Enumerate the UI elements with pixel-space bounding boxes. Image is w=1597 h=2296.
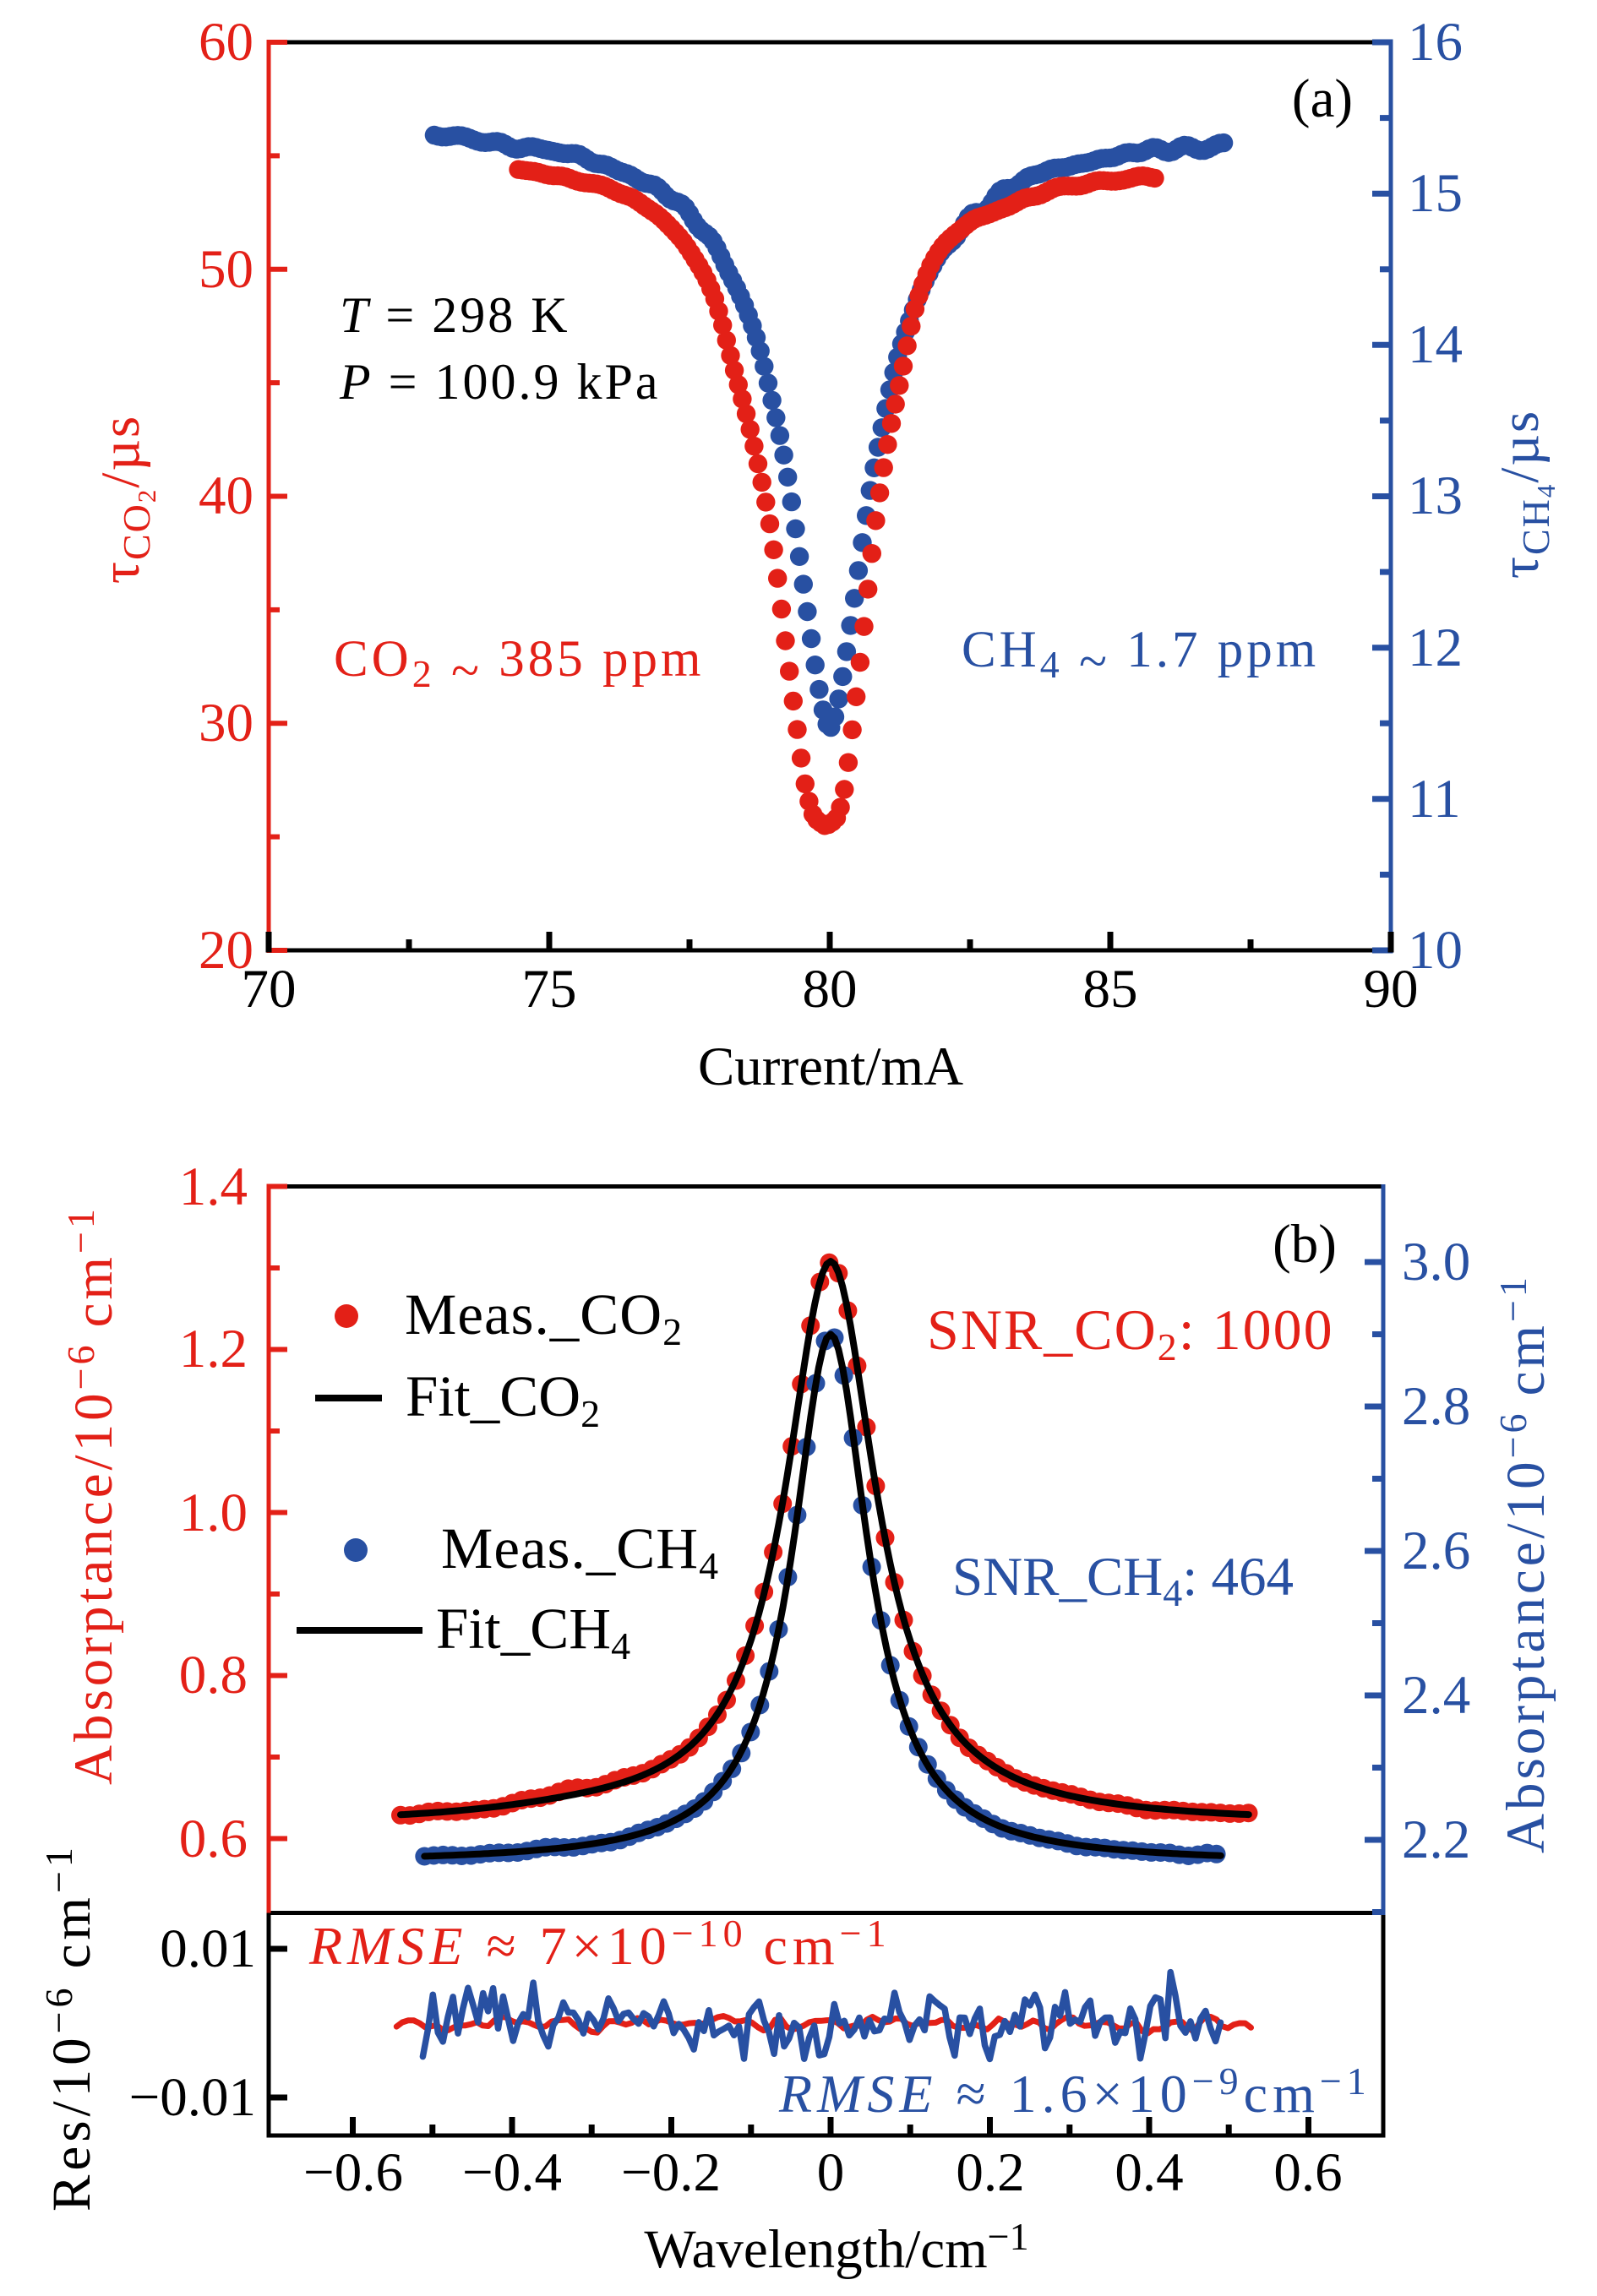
svg-text:3.0: 3.0 xyxy=(1402,1232,1470,1292)
svg-text:2.8: 2.8 xyxy=(1402,1376,1470,1437)
svg-text:2.2: 2.2 xyxy=(1402,1809,1470,1870)
svg-text:2.6: 2.6 xyxy=(1402,1521,1470,1581)
svg-text:Meas._CH4​: Meas._CH4​ xyxy=(441,1516,719,1587)
svg-text:Current/mA: Current/mA xyxy=(698,1036,963,1097)
svg-text:50: 50 xyxy=(199,239,253,300)
svg-text:−0.01: −0.01 xyxy=(129,2067,256,2128)
svg-text:0.2: 0.2 xyxy=(956,2142,1024,2203)
svg-text:70: 70 xyxy=(242,959,297,1020)
svg-text:1.4: 1.4 xyxy=(179,1156,248,1217)
svg-text:16: 16 xyxy=(1408,12,1463,73)
svg-text:0.6: 0.6 xyxy=(179,1809,248,1869)
svg-text:RMSE ≈ 1.6×10−9​cm−1​: RMSE ≈ 1.6×10−9​cm−1​ xyxy=(778,2059,1371,2124)
svg-text:90: 90 xyxy=(1364,959,1419,1020)
svg-text:10: 10 xyxy=(1408,920,1463,981)
svg-text:(a): (a) xyxy=(1292,68,1353,129)
svg-text:SNR_CH4​: 464: SNR_CH4​: 464 xyxy=(952,1547,1294,1614)
svg-text:11: 11 xyxy=(1408,769,1461,830)
svg-text:−0.6: −0.6 xyxy=(303,2142,403,2203)
svg-text:0.01: 0.01 xyxy=(160,1918,256,1979)
svg-text:15: 15 xyxy=(1408,163,1463,224)
svg-text:RMSE ≈ 7×10−10​ cm−1​: RMSE ≈ 7×10−10​ cm−1​ xyxy=(308,1912,891,1976)
svg-text:85: 85 xyxy=(1083,959,1138,1020)
svg-text:75: 75 xyxy=(522,959,577,1020)
svg-text:Fit_CO2​: Fit_CO2​ xyxy=(406,1364,600,1435)
svg-text:Wavelength/cm−1​: Wavelength/cm−1​ xyxy=(644,2215,1028,2280)
svg-text:60: 60 xyxy=(199,12,253,73)
svg-text:Meas._CO2​: Meas._CO2​ xyxy=(405,1282,683,1353)
svg-text:2.4: 2.4 xyxy=(1402,1665,1470,1726)
svg-text:20: 20 xyxy=(199,920,253,981)
svg-text:14: 14 xyxy=(1408,314,1463,375)
svg-text:1.2: 1.2 xyxy=(179,1319,248,1379)
svg-text:1.0: 1.0 xyxy=(179,1483,248,1543)
svg-text:T = 298 K: T = 298 K xyxy=(340,287,570,343)
svg-text:Absorptance/10−6​ cm−1​: Absorptance/10−6​ cm−1​ xyxy=(59,1205,124,1785)
svg-text:P = 100.9 kPa: P = 100.9 kPa xyxy=(339,354,661,410)
svg-text:−0.2: −0.2 xyxy=(621,2142,721,2203)
svg-text:13: 13 xyxy=(1408,465,1463,526)
svg-text:12: 12 xyxy=(1408,618,1463,678)
svg-text:30: 30 xyxy=(199,693,253,754)
svg-text:SNR_CO2​: 1000: SNR_CO2​: 1000 xyxy=(927,1298,1334,1368)
svg-text:40: 40 xyxy=(199,465,253,526)
svg-text:−0.4: −0.4 xyxy=(462,2142,562,2203)
svg-text:0.4: 0.4 xyxy=(1115,2142,1183,2203)
svg-text:Fit_CH4​: Fit_CH4​ xyxy=(436,1597,630,1668)
svg-text:0: 0 xyxy=(817,2142,845,2203)
svg-text:(b): (b) xyxy=(1273,1214,1337,1275)
svg-text:0.6: 0.6 xyxy=(1273,2142,1342,2203)
svg-text:80: 80 xyxy=(803,959,858,1020)
svg-text:0.8: 0.8 xyxy=(179,1645,248,1706)
svg-text:Absorptance/10−6​ cm−1​: Absorptance/10−6​ cm−1​ xyxy=(1491,1274,1556,1853)
